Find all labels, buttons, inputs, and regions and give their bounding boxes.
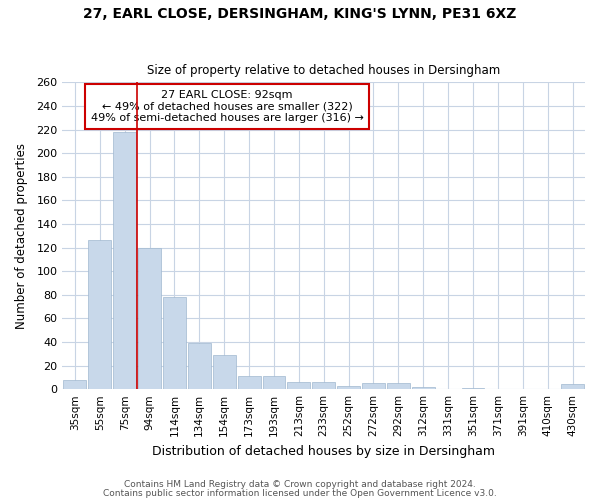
- Bar: [287, 382, 310, 389]
- Text: 27, EARL CLOSE, DERSINGHAM, KING'S LYNN, PE31 6XZ: 27, EARL CLOSE, DERSINGHAM, KING'S LYNN,…: [83, 8, 517, 22]
- Bar: [213, 355, 236, 389]
- X-axis label: Distribution of detached houses by size in Dersingham: Distribution of detached houses by size …: [152, 444, 495, 458]
- Bar: [188, 343, 211, 389]
- Y-axis label: Number of detached properties: Number of detached properties: [15, 143, 28, 329]
- Bar: [561, 384, 584, 389]
- Bar: [362, 384, 385, 389]
- Bar: [238, 376, 260, 389]
- Text: Contains HM Land Registry data © Crown copyright and database right 2024.: Contains HM Land Registry data © Crown c…: [124, 480, 476, 489]
- Bar: [337, 386, 360, 389]
- Bar: [387, 384, 410, 389]
- Text: 27 EARL CLOSE: 92sqm
← 49% of detached houses are smaller (322)
49% of semi-deta: 27 EARL CLOSE: 92sqm ← 49% of detached h…: [91, 90, 364, 123]
- Bar: [461, 388, 484, 389]
- Text: Contains public sector information licensed under the Open Government Licence v3: Contains public sector information licen…: [103, 488, 497, 498]
- Bar: [163, 297, 186, 389]
- Bar: [263, 376, 286, 389]
- Bar: [412, 387, 435, 389]
- Bar: [88, 240, 111, 389]
- Bar: [312, 382, 335, 389]
- Title: Size of property relative to detached houses in Dersingham: Size of property relative to detached ho…: [147, 64, 500, 77]
- Bar: [64, 380, 86, 389]
- Bar: [113, 132, 136, 389]
- Bar: [138, 248, 161, 389]
